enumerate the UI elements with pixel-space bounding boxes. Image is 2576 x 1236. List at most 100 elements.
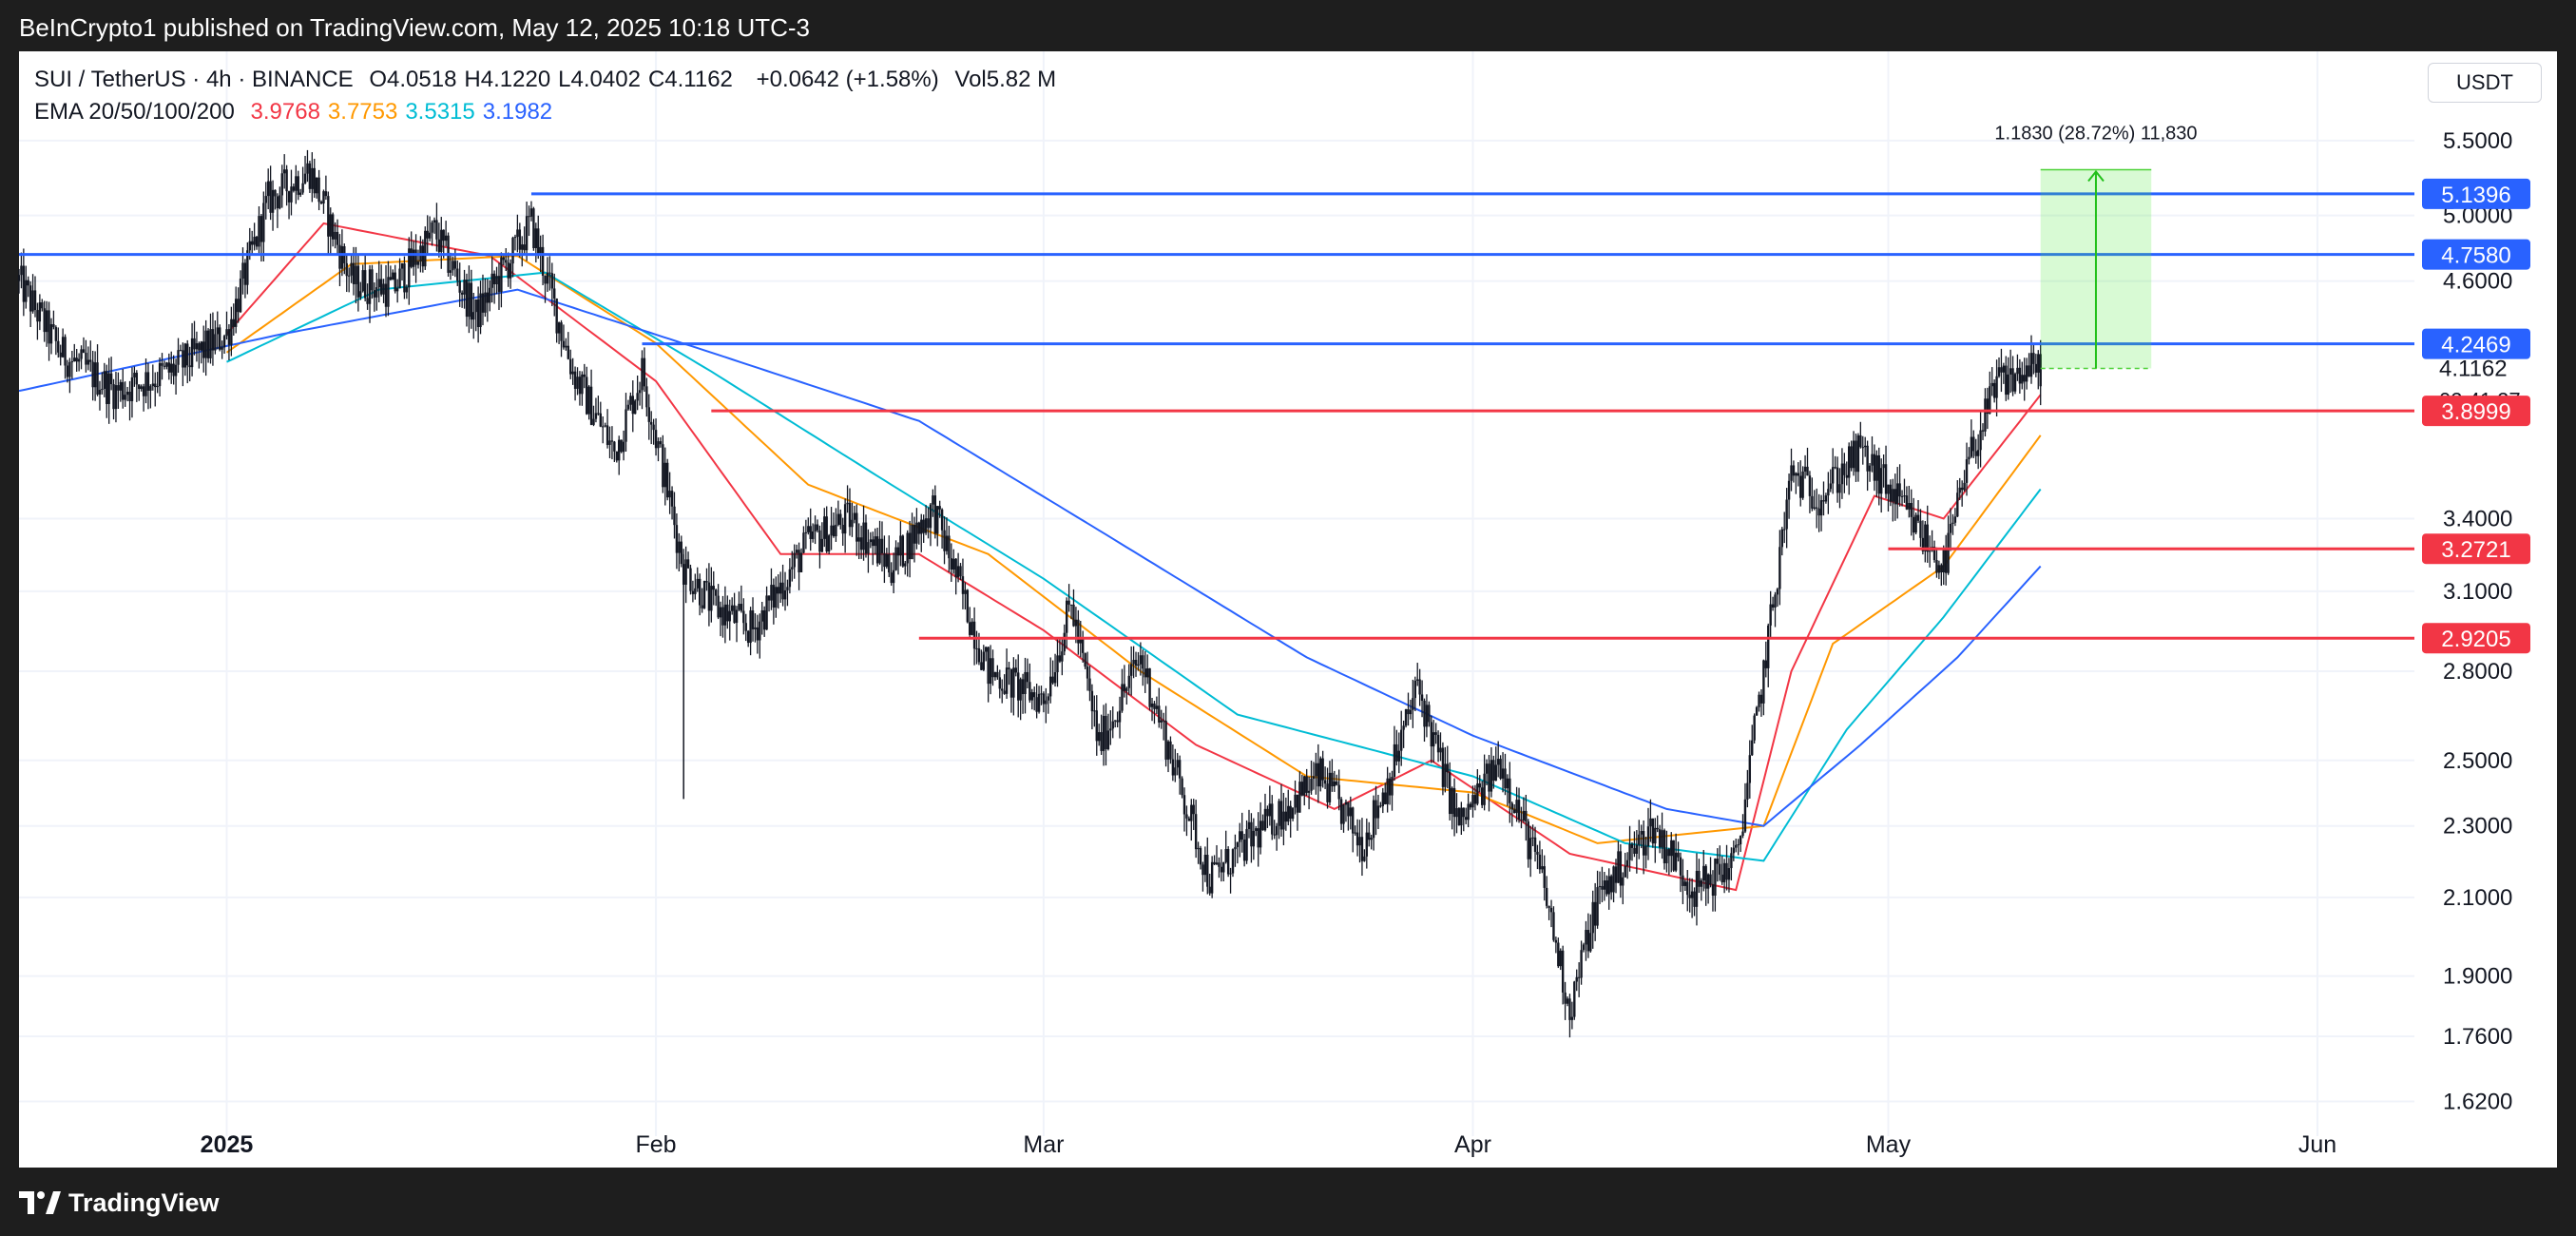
level-price-text: 3.2721 [2441,537,2510,563]
candle [694,573,697,600]
level-price-badge[interactable]: 3.8999 [2422,396,2530,427]
candle [875,528,879,567]
candle [66,359,69,383]
candle [1997,357,2001,378]
candle [1935,547,1938,578]
candle [1501,752,1505,793]
ema-legend: EMA 20/50/100/200 3.9768 3.7753 3.5315 3.19… [34,99,569,126]
candle [424,226,427,270]
candle [345,254,348,293]
candle [158,357,162,396]
level-price-badge[interactable]: 2.9205 [2422,623,2530,654]
tradingview-logo[interactable]: TradingView [19,1188,220,1218]
level-price-badge[interactable]: 4.7580 [2422,239,2530,270]
candle [271,180,275,231]
candle [1116,711,1119,728]
candle [1735,839,1738,853]
candle [985,646,988,662]
candle [1081,630,1085,663]
candle [1619,844,1623,898]
candle [1257,812,1259,867]
candle [613,440,616,462]
candle [573,366,577,401]
candle [1190,799,1193,841]
candle [183,342,186,377]
candle [1811,477,1814,512]
candle [1838,468,1841,509]
candle [232,303,235,336]
candle [1739,835,1742,853]
candle [1088,665,1091,702]
level-price-badge[interactable]: 4.2469 [2422,328,2530,359]
candle [710,567,713,623]
candle [27,276,29,298]
candle [707,563,711,627]
candle [874,528,876,555]
candle [652,418,655,445]
price-axis[interactable]: 5.50005.00004.60003.40003.10002.80002.50… [2422,128,2530,1115]
candle [1783,512,1786,544]
candle [1252,818,1256,860]
candle [610,426,614,460]
candle [1746,769,1749,808]
candle [1030,688,1033,710]
time-axis[interactable]: 2025 Feb Mar Apr May Jun [201,1131,2337,1158]
candle [975,630,978,665]
candle [1554,937,1558,954]
candle [1268,785,1272,826]
candle [650,411,653,445]
candle [1045,687,1048,724]
candle [1762,659,1765,716]
candle [714,589,718,607]
candle [1284,797,1288,831]
candle [1504,753,1507,796]
candle [368,264,372,323]
level-price-badge[interactable]: 3.2721 [2422,533,2530,565]
candle [1926,505,1929,563]
candle [476,286,480,343]
y-tick-label: 1.7600 [2443,1024,2512,1050]
candle [269,165,272,221]
candle [1132,646,1135,679]
candle [264,182,267,220]
candle [1895,467,1899,519]
candle [678,532,681,572]
candle [382,279,385,303]
candle [532,206,535,251]
candle [1688,878,1691,913]
candle [883,535,886,584]
candle [414,234,417,283]
candle [1441,742,1445,796]
volume-value: 5.82 M [986,67,1057,92]
candle [246,241,249,295]
candle [1333,770,1336,792]
candle [691,580,695,603]
candle [239,270,242,314]
candle [1473,784,1477,811]
candle [1693,887,1696,917]
candle [636,376,639,411]
candle [548,256,551,291]
candle [395,279,399,303]
candle [1033,686,1036,711]
candle [1785,488,1788,549]
candle [497,262,501,310]
level-price-badge[interactable]: 5.1396 [2422,178,2530,209]
measure-label: 1.1830 (28.72%) 11,830 [1994,123,2197,144]
candle [1976,434,1980,470]
measure-tool[interactable]: 1.1830 (28.72%) 11,830 [1994,123,2198,370]
candle [567,332,570,360]
candle [862,505,865,561]
candle [2034,354,2038,377]
candle [214,320,217,355]
candle [1072,589,1075,628]
candle [799,548,803,573]
candle [1203,846,1207,882]
candle [1545,876,1548,909]
candle [255,236,259,250]
candle [1035,684,1038,719]
currency-selector[interactable]: USDT [2428,63,2542,103]
candle [1263,793,1267,832]
candle [227,323,231,360]
